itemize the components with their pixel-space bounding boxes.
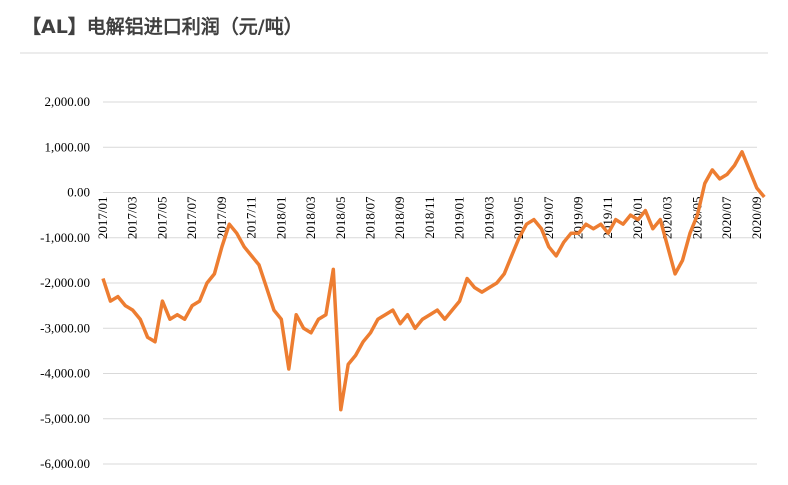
- y-tick-label: 2,000.00: [45, 94, 91, 109]
- y-tick-label: -1,000.00: [40, 230, 90, 245]
- x-tick-label: 2018/11: [422, 197, 437, 239]
- x-tick-label: 2017/11: [244, 197, 259, 239]
- x-tick-label: 2017/09: [214, 197, 229, 240]
- y-tick-label: 1,000.00: [45, 139, 91, 154]
- x-tick-label: 2018/07: [362, 196, 377, 239]
- x-tick-label: 2020/09: [749, 197, 764, 240]
- x-tick-label: 2019/07: [541, 196, 556, 239]
- y-tick-label: 0.00: [67, 185, 90, 200]
- x-tick-label: 2018/05: [333, 197, 348, 240]
- x-tick-label: 2019/03: [481, 197, 496, 240]
- chart-title: 【AL】电解铝进口利润（元/吨）: [22, 15, 303, 38]
- x-tick-label: 2017/03: [125, 197, 140, 240]
- x-tick-label: 2017/07: [184, 196, 199, 239]
- x-tick-label: 2020/07: [719, 196, 734, 239]
- x-tick-label: 2018/03: [303, 197, 318, 240]
- x-tick-label: 2019/01: [452, 197, 467, 240]
- y-tick-label: -4,000.00: [40, 366, 90, 381]
- x-tick-label: 2018/01: [273, 197, 288, 240]
- x-tick-label: 2017/01: [95, 197, 110, 240]
- x-tick-label: 2020/03: [660, 197, 675, 240]
- y-tick-label: -2,000.00: [40, 275, 90, 290]
- x-tick-label: 2018/09: [392, 197, 407, 240]
- y-tick-label: -6,000.00: [40, 456, 90, 471]
- y-tick-label: -3,000.00: [40, 320, 90, 335]
- x-tick-label: 2017/05: [154, 197, 169, 240]
- series-line: [101, 150, 766, 412]
- y-tick-label: -5,000.00: [40, 411, 90, 426]
